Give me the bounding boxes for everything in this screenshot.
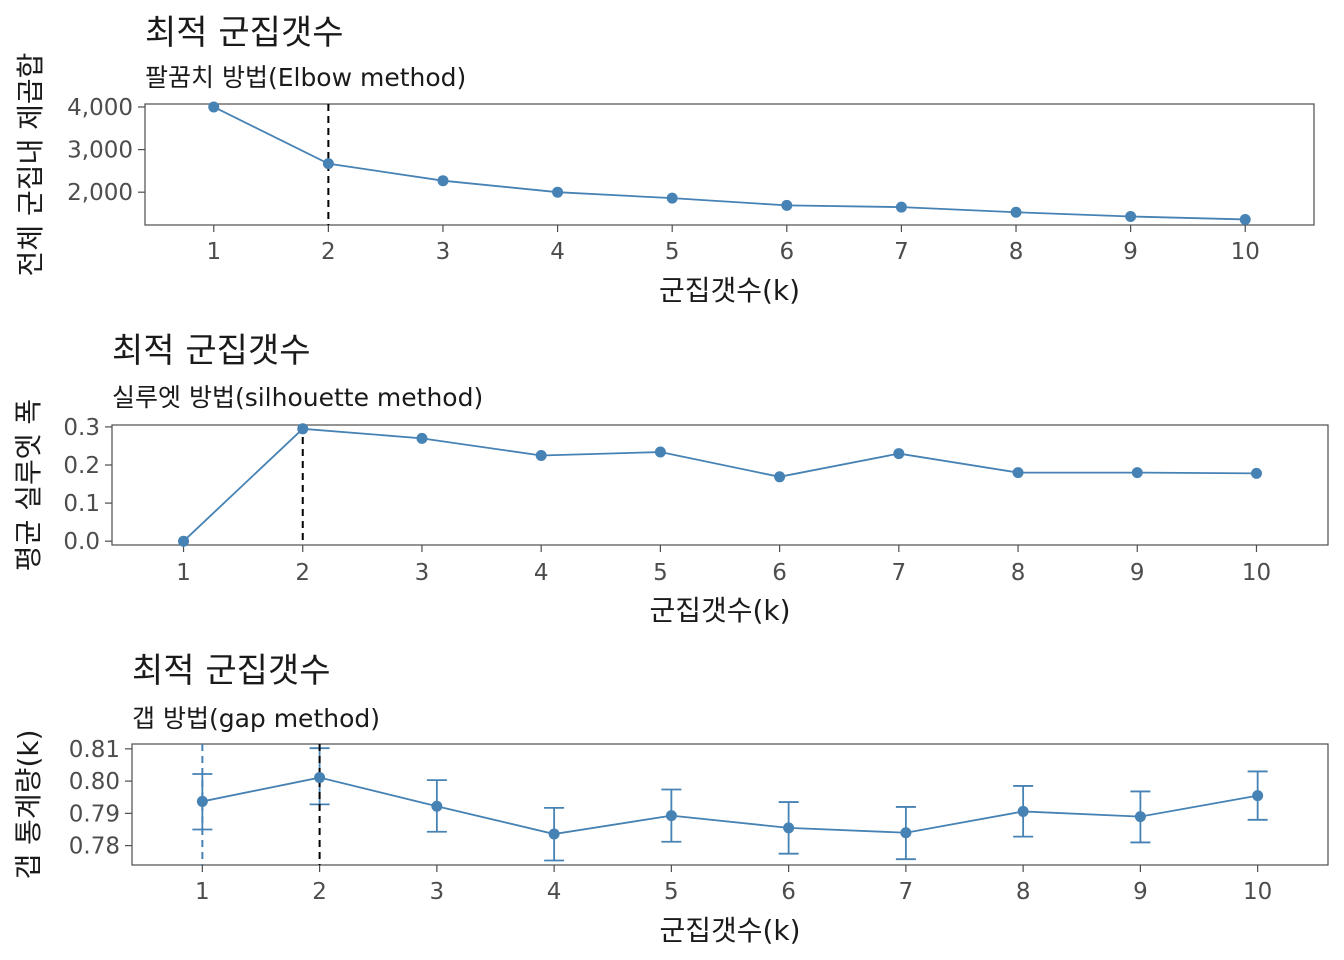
x-tick-label: 2 xyxy=(321,239,336,265)
data-point xyxy=(1012,467,1024,479)
plot-frame xyxy=(144,103,1315,226)
y-axis-label: 갭 통계량(k) xyxy=(12,729,45,879)
y-tick-label: 0.81 xyxy=(69,737,120,763)
x-tick-label: 5 xyxy=(664,879,679,905)
x-tick-label: 4 xyxy=(534,560,549,586)
data-point xyxy=(1131,467,1143,479)
data-point xyxy=(1134,811,1146,823)
data-point xyxy=(416,432,428,444)
y-axis-label: 전체 군집내 제곱합 xyxy=(14,53,47,277)
x-tick-label: 7 xyxy=(892,560,907,586)
data-point xyxy=(196,795,208,807)
x-tick-label: 10 xyxy=(1231,239,1260,265)
x-tick-label: 6 xyxy=(779,239,794,265)
y-tick-label: 0.2 xyxy=(63,453,100,479)
chart-title: 최적 군집갯수 xyxy=(112,331,311,371)
x-tick-label: 8 xyxy=(1011,560,1026,586)
x-tick-label: 1 xyxy=(206,239,221,265)
data-point xyxy=(783,822,795,834)
y-tick-label: 2,000 xyxy=(67,180,133,206)
data-point xyxy=(774,471,786,483)
data-point xyxy=(895,201,907,213)
x-tick-label: 6 xyxy=(781,879,796,905)
data-point xyxy=(552,186,564,198)
data-point xyxy=(1017,805,1029,817)
plot-frame xyxy=(131,743,1329,866)
chart-title: 최적 군집갯수 xyxy=(145,13,344,53)
data-point xyxy=(665,810,677,822)
data-point xyxy=(208,101,220,113)
data-point xyxy=(297,423,309,435)
x-tick-label: 10 xyxy=(1243,879,1272,905)
data-point xyxy=(322,158,334,170)
x-tick-label: 8 xyxy=(1016,879,1031,905)
plot-frame xyxy=(111,424,1329,546)
data-point xyxy=(1252,790,1264,802)
chart-subtitle: 팔꿈치 방법(Elbow method) xyxy=(145,63,466,92)
x-tick-label: 9 xyxy=(1133,879,1148,905)
y-tick-label: 4,000 xyxy=(67,95,133,121)
series-line xyxy=(202,776,1258,835)
chart-title: 최적 군집갯수 xyxy=(132,651,331,691)
series-line xyxy=(182,427,1257,542)
chart-subtitle: 실루엣 방법(silhouette method) xyxy=(112,383,483,412)
y-tick-label: 3,000 xyxy=(67,138,133,164)
y-axis-label: 평균 실루엣 폭 xyxy=(12,399,45,571)
x-tick-label: 7 xyxy=(899,879,914,905)
data-point xyxy=(178,535,190,547)
data-point xyxy=(1239,213,1251,225)
x-tick-label: 8 xyxy=(1009,239,1024,265)
x-tick-label: 5 xyxy=(665,239,680,265)
y-tick-label: 0.80 xyxy=(69,769,120,795)
x-tick-label: 1 xyxy=(176,560,191,586)
x-tick-label: 9 xyxy=(1130,560,1145,586)
x-tick-label: 7 xyxy=(894,239,909,265)
x-axis-label: 군집갯수(k) xyxy=(649,594,790,627)
x-tick-label: 3 xyxy=(430,879,445,905)
data-point xyxy=(893,448,905,460)
series-line xyxy=(213,106,1246,221)
x-tick-label: 3 xyxy=(415,560,430,586)
data-point xyxy=(314,772,326,784)
data-point xyxy=(900,827,912,839)
data-point xyxy=(548,828,560,840)
x-tick-label: 9 xyxy=(1123,239,1138,265)
data-point xyxy=(1250,467,1262,479)
data-point xyxy=(654,446,666,458)
x-tick-label: 4 xyxy=(550,239,565,265)
y-tick-label: 0.1 xyxy=(63,491,100,517)
x-tick-label: 6 xyxy=(772,560,787,586)
x-axis-label: 군집갯수(k) xyxy=(659,914,800,947)
data-point xyxy=(431,800,443,812)
x-tick-label: 2 xyxy=(312,879,327,905)
data-point xyxy=(535,449,547,461)
data-point xyxy=(781,199,793,211)
x-tick-label: 2 xyxy=(295,560,310,586)
x-tick-label: 10 xyxy=(1242,560,1271,586)
x-tick-label: 5 xyxy=(653,560,668,586)
data-point xyxy=(666,192,678,204)
y-tick-label: 0.78 xyxy=(69,834,120,860)
x-tick-label: 4 xyxy=(547,879,562,905)
data-point xyxy=(1010,206,1022,218)
x-tick-label: 1 xyxy=(195,879,210,905)
data-point xyxy=(437,175,449,187)
y-tick-label: 0.79 xyxy=(69,801,120,827)
y-tick-label: 0.0 xyxy=(63,529,100,555)
y-tick-label: 0.3 xyxy=(63,415,100,441)
x-axis-label: 군집갯수(k) xyxy=(659,274,800,307)
x-tick-label: 3 xyxy=(436,239,451,265)
data-point xyxy=(1125,210,1137,222)
chart-subtitle: 갭 방법(gap method) xyxy=(132,704,380,733)
